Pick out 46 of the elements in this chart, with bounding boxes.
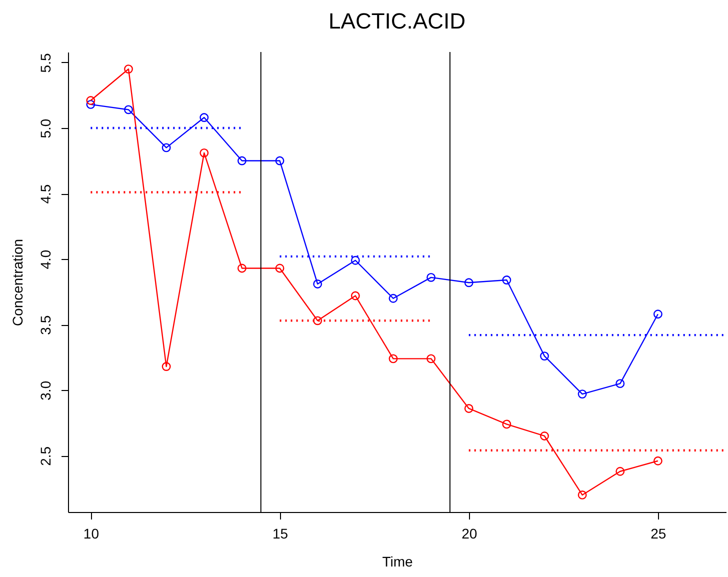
point xyxy=(540,352,549,361)
point xyxy=(124,105,133,114)
point xyxy=(86,96,96,105)
chart-title: LACTIC.ACID xyxy=(328,8,466,34)
point xyxy=(350,291,360,300)
point xyxy=(464,278,474,288)
y-tick-label: 4.0 xyxy=(38,250,54,270)
point xyxy=(464,404,474,413)
point xyxy=(237,156,246,166)
point xyxy=(578,390,587,399)
point xyxy=(653,456,662,466)
x-tick-label: 10 xyxy=(83,526,100,542)
point xyxy=(426,272,436,282)
point xyxy=(502,276,512,284)
point xyxy=(616,466,625,476)
point xyxy=(616,379,625,388)
point xyxy=(275,264,284,273)
point xyxy=(578,490,587,500)
point xyxy=(388,294,398,303)
point xyxy=(426,354,436,364)
point xyxy=(275,156,284,166)
y-tick-label: 3.0 xyxy=(38,380,54,400)
point xyxy=(388,354,398,364)
y-tick-label: 5.0 xyxy=(38,118,54,138)
point xyxy=(124,64,133,74)
x-tick-label: 20 xyxy=(462,526,478,542)
x-tick-label: 15 xyxy=(272,526,288,542)
y-tick-label: 4.5 xyxy=(38,184,54,204)
point xyxy=(86,100,96,109)
point xyxy=(502,420,512,429)
point xyxy=(313,316,322,326)
y-tick-label: 3.5 xyxy=(38,315,54,335)
point xyxy=(350,256,360,265)
point xyxy=(653,310,662,319)
y-tick-label: 5.5 xyxy=(38,53,54,73)
y-tick-label: 2.5 xyxy=(38,446,54,466)
point xyxy=(162,143,171,152)
y-axis-title: Concentration xyxy=(10,238,26,326)
point xyxy=(237,264,246,273)
point xyxy=(313,280,322,288)
point xyxy=(200,113,209,122)
x-tick-label: 25 xyxy=(650,526,666,542)
point xyxy=(200,148,209,158)
point xyxy=(162,362,171,371)
point xyxy=(540,432,549,440)
x-axis-title: Time xyxy=(382,554,414,570)
